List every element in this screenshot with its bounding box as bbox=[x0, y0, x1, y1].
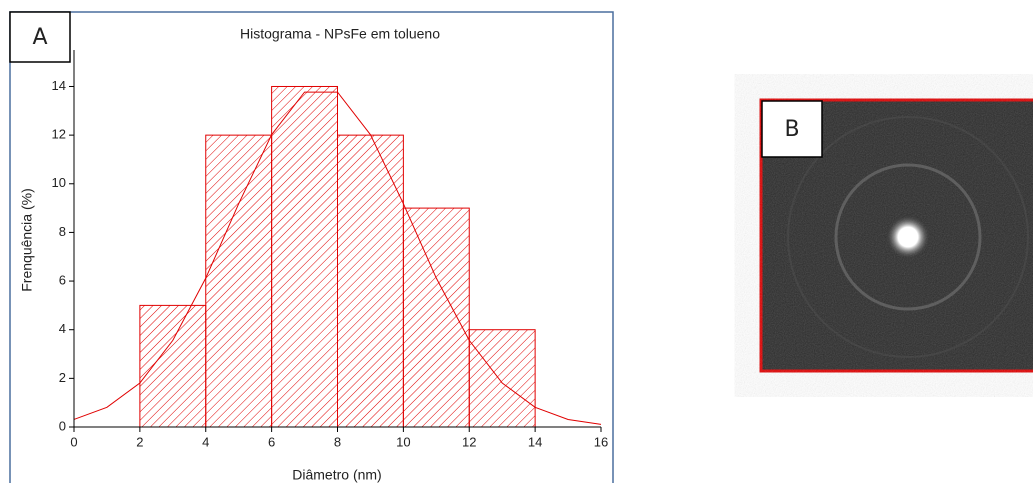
y-tick-label: 10 bbox=[52, 175, 66, 190]
y-tick-label: 12 bbox=[52, 127, 66, 142]
x-axis-label: Diâmetro (nm) bbox=[292, 467, 381, 483]
diffraction-ring bbox=[834, 163, 982, 311]
bar bbox=[402, 207, 470, 428]
bar bbox=[271, 85, 338, 428]
x-tick-label: 0 bbox=[70, 434, 77, 449]
x-tick-label: 2 bbox=[136, 434, 143, 449]
x-tick-label: 6 bbox=[268, 434, 275, 449]
central-spot bbox=[886, 215, 930, 259]
diffraction-panel: B bbox=[759, 98, 1033, 373]
bar bbox=[205, 134, 273, 428]
chart-title: Histograma - NPsFe em tolueno bbox=[240, 26, 440, 42]
x-tick-label: 12 bbox=[462, 434, 476, 449]
plot: 0 2 4 6 8 10 12 14 0 2 4 6 8 10 12 14 16 bbox=[52, 50, 608, 449]
panel-frame bbox=[9, 11, 614, 483]
x-tick-label: 14 bbox=[528, 434, 542, 449]
y-tick-label: 8 bbox=[59, 224, 66, 239]
bar bbox=[468, 329, 536, 428]
x-tick-label: 10 bbox=[396, 434, 410, 449]
diffraction-ring bbox=[787, 116, 1029, 358]
y-tick-label: 6 bbox=[59, 273, 66, 288]
x-tick-label: 4 bbox=[202, 434, 209, 449]
y-axis-label: Frenquência (%) bbox=[19, 188, 35, 292]
panel-label-box bbox=[9, 11, 71, 63]
y-tick-label: 2 bbox=[59, 370, 66, 385]
panel-label: B bbox=[784, 117, 799, 142]
bar bbox=[139, 304, 207, 428]
x-tick-label: 8 bbox=[334, 434, 341, 449]
y-tick-label: 14 bbox=[52, 78, 66, 93]
x-tick-label: 16 bbox=[594, 434, 608, 449]
panel-label: A bbox=[32, 25, 47, 50]
bar bbox=[337, 134, 404, 428]
panel-label-box bbox=[761, 100, 823, 158]
y-tick-label: 0 bbox=[59, 418, 66, 433]
fit-curve bbox=[73, 91, 602, 425]
y-tick-label: 4 bbox=[59, 321, 66, 336]
